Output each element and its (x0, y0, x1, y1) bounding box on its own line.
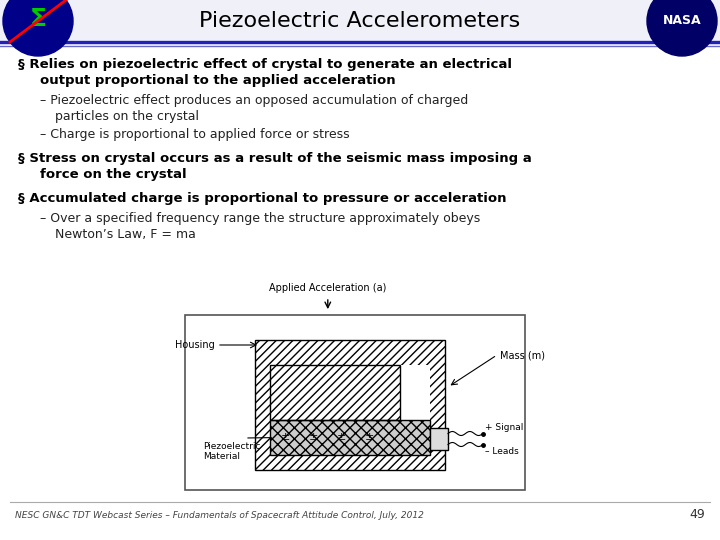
Text: § Relies on piezoelectric effect of crystal to generate an electrical: § Relies on piezoelectric effect of crys… (18, 58, 512, 71)
Text: particles on the crystal: particles on the crystal (55, 110, 199, 123)
Text: Mass (m): Mass (m) (500, 350, 545, 360)
Text: Piezoelectric
Material: Piezoelectric Material (203, 442, 261, 461)
Text: NESC GN&C TDT Webcast Series – Fundamentals of Spacecraft Attitude Control, July: NESC GN&C TDT Webcast Series – Fundament… (15, 510, 424, 519)
Bar (270, 365, 400, 420)
Text: Σ: Σ (30, 7, 47, 31)
Text: ±: ± (280, 433, 289, 442)
Text: ±: ± (336, 433, 346, 442)
Text: ±: ± (364, 433, 374, 442)
Text: NASA: NASA (662, 15, 701, 28)
Text: Housing: Housing (175, 340, 215, 350)
Text: 49: 49 (689, 509, 705, 522)
Text: § Accumulated charge is proportional to pressure or acceleration: § Accumulated charge is proportional to … (18, 192, 506, 205)
Text: ±: ± (308, 433, 318, 442)
Text: output proportional to the applied acceleration: output proportional to the applied accel… (40, 74, 395, 87)
Bar (185, 315, 525, 490)
Text: Applied Acceleration (a): Applied Acceleration (a) (269, 283, 387, 293)
Text: – Over a specified frequency range the structure approximately obeys: – Over a specified frequency range the s… (40, 212, 480, 225)
Text: – Piezoelectric effect produces an opposed accumulation of charged: – Piezoelectric effect produces an oppos… (40, 94, 468, 107)
Text: – Charge is proportional to applied force or stress: – Charge is proportional to applied forc… (40, 128, 350, 141)
Bar (0, 0, 720, 40)
Text: force on the crystal: force on the crystal (40, 168, 186, 181)
Bar (270, 365, 430, 455)
Circle shape (647, 0, 717, 56)
Bar (430, 428, 448, 450)
Text: – Leads: – Leads (485, 447, 518, 456)
Text: Newton’s Law, F = ma: Newton’s Law, F = ma (55, 228, 196, 241)
Circle shape (3, 0, 73, 56)
Text: § Stress on crystal occurs as a result of the seismic mass imposing a: § Stress on crystal occurs as a result o… (18, 152, 532, 165)
Text: + Signal: + Signal (485, 422, 523, 431)
Text: Piezoelectric Accelerometers: Piezoelectric Accelerometers (199, 11, 521, 31)
Bar (270, 420, 430, 455)
Bar (255, 340, 445, 470)
